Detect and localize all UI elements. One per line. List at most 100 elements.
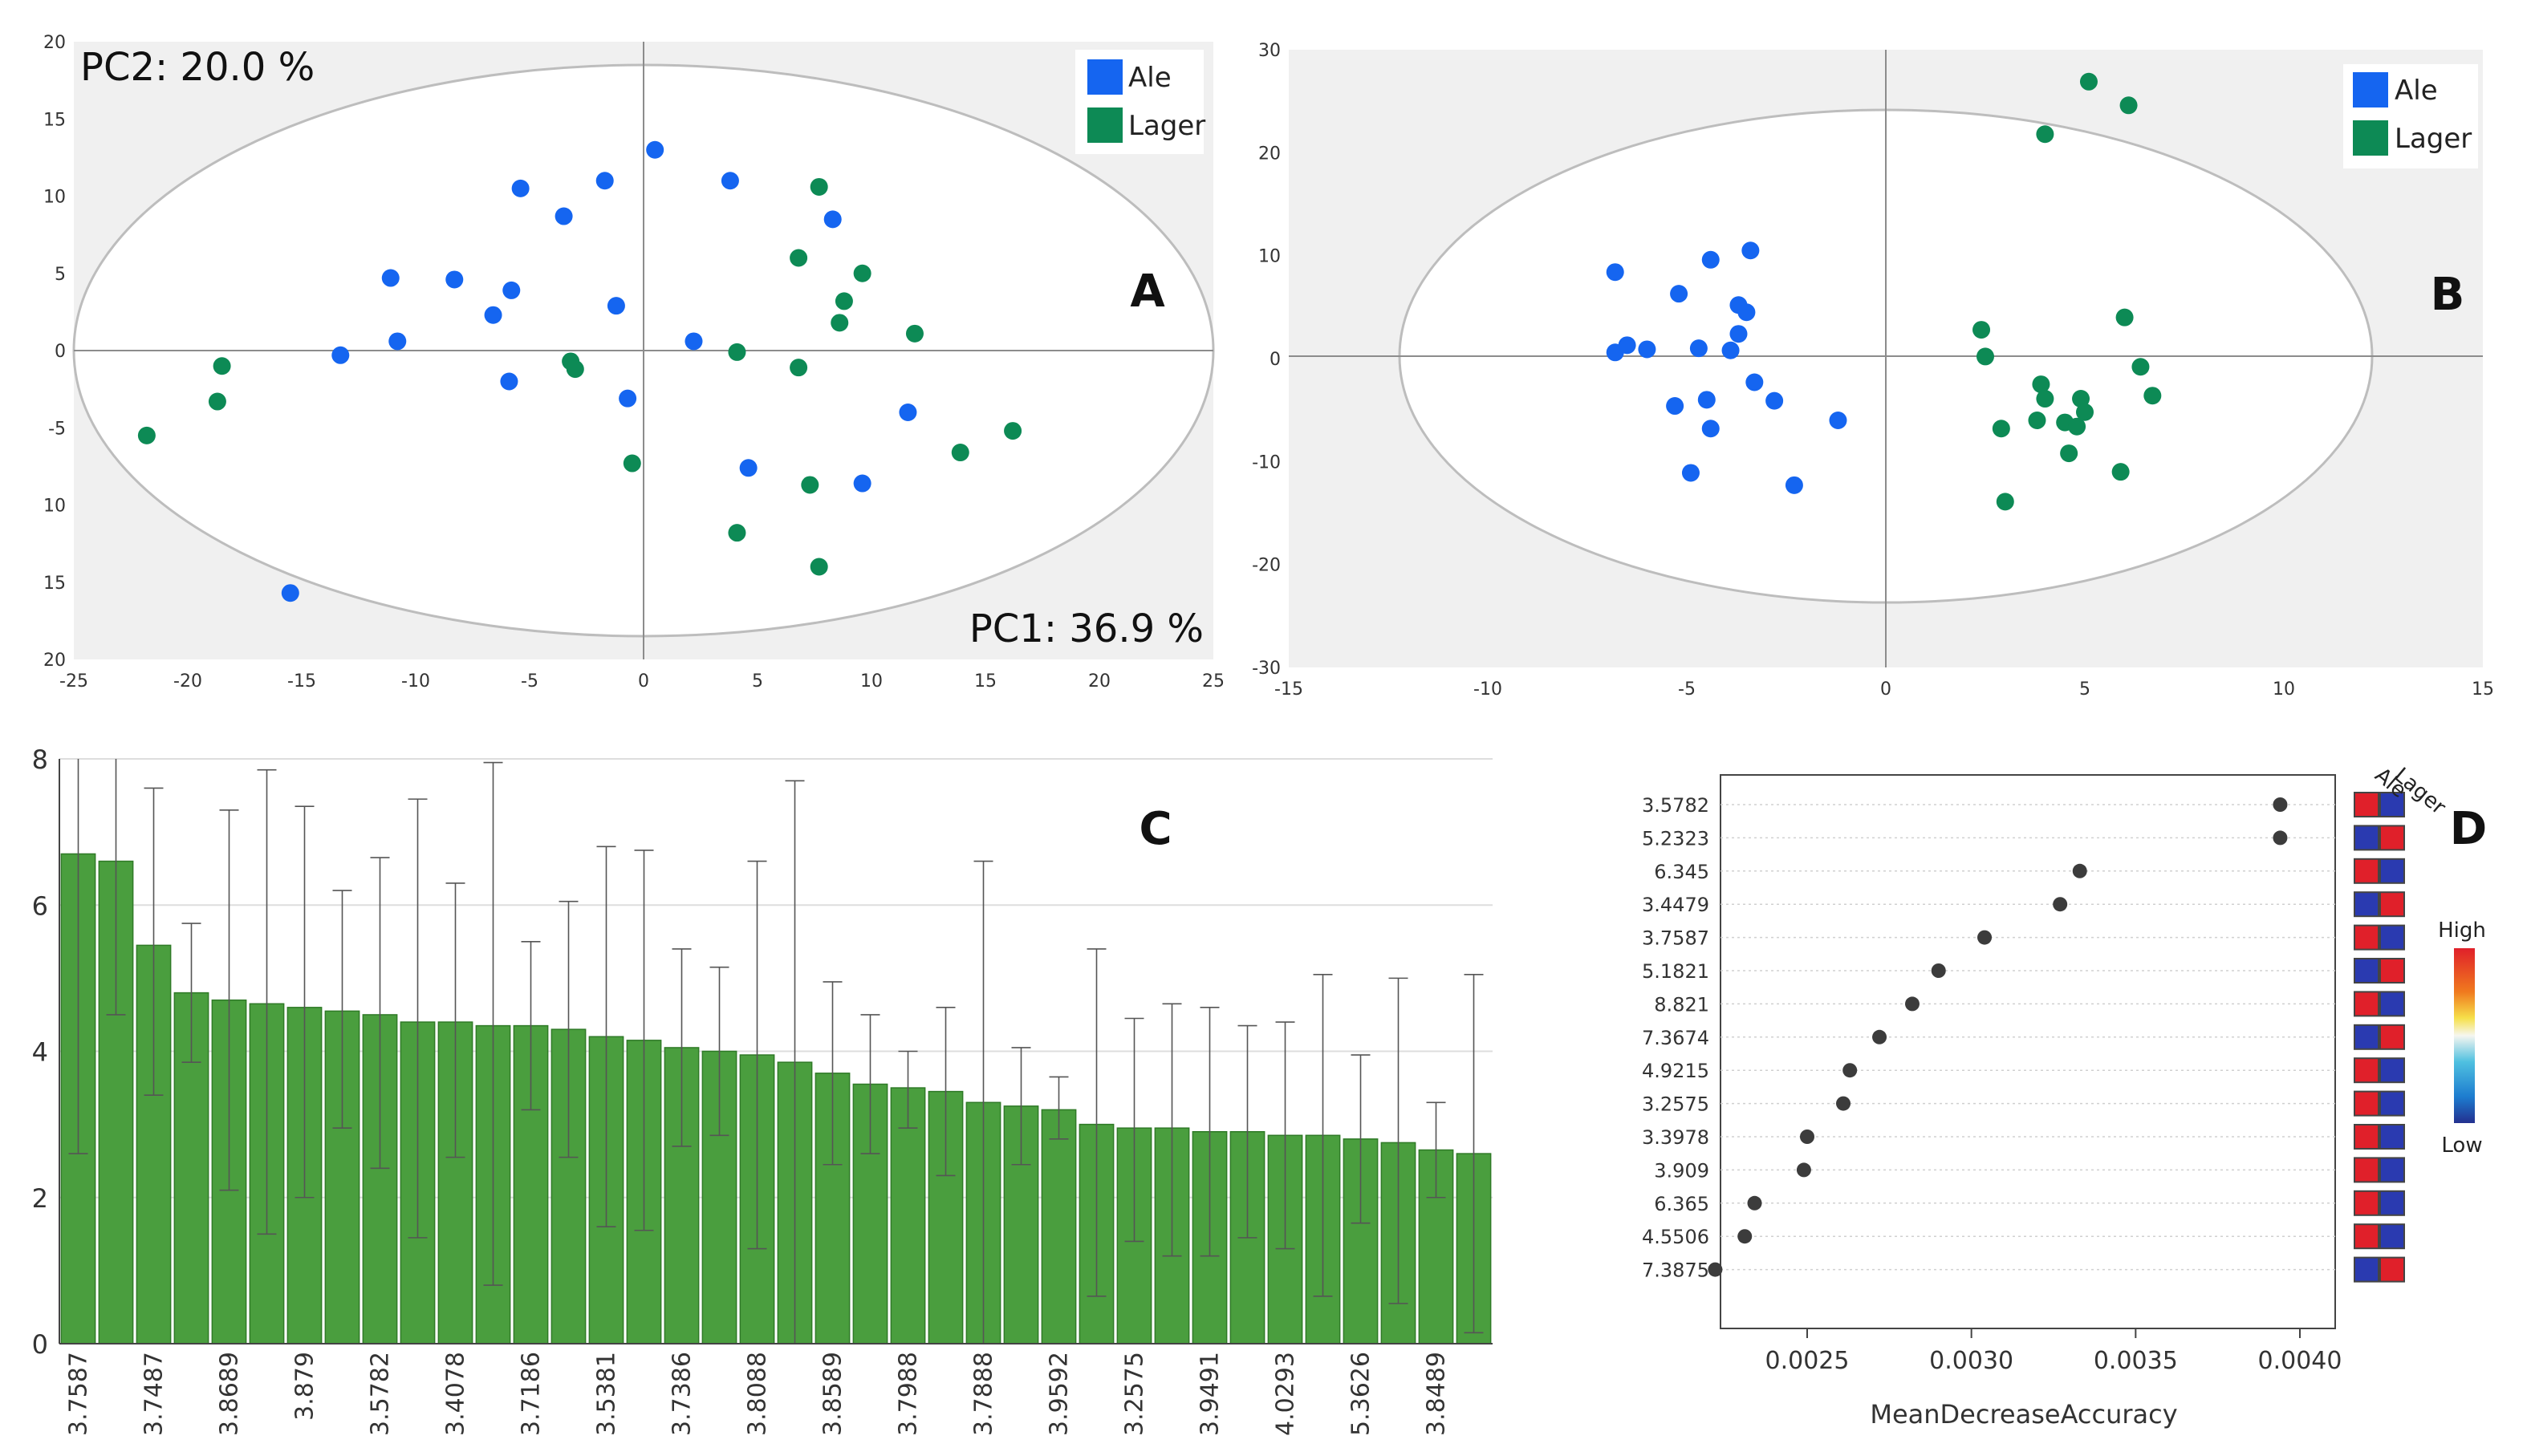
x-tick-label: -10 xyxy=(401,671,430,691)
heat-cell-ale xyxy=(2354,1057,2379,1084)
feature-label: 7.3875 xyxy=(1642,1259,1709,1282)
importance-point xyxy=(1796,1162,1811,1178)
y-tick-label: 0 xyxy=(1270,350,1281,370)
x-tick-label: 3.7888 xyxy=(970,1352,998,1436)
a-point-ale xyxy=(388,332,407,351)
a-point-ale xyxy=(502,281,521,299)
b-point-ale xyxy=(1741,241,1760,260)
a-point-lager xyxy=(728,524,746,542)
b-point-ale xyxy=(1785,476,1803,494)
x-tick-label: 3.5381 xyxy=(593,1352,621,1436)
a-point-ale xyxy=(739,459,758,477)
heat-cell-ale xyxy=(2354,991,2379,1017)
a-point-ale xyxy=(853,474,871,493)
y-tick-label: 6 xyxy=(32,890,48,921)
y-tick-label: 20 xyxy=(43,33,66,53)
panel-c-bar-chart: 0 2 4 6 8 3.7587 3.7487 3.8689 3.879 3.5782 3.407… xyxy=(32,744,1493,1436)
y-tick-label: 20 xyxy=(43,651,66,671)
heat-cell-lager xyxy=(2379,1157,2405,1183)
a-point-lager xyxy=(810,558,828,576)
x-tick-label: -15 xyxy=(1274,679,1303,700)
importance-point xyxy=(1977,930,1993,945)
a-point-lager xyxy=(801,476,819,494)
heat-cell-ale xyxy=(2354,1223,2379,1250)
x-tick-label: -15 xyxy=(287,671,316,691)
x-tick-label: 15 xyxy=(974,671,997,691)
a-point-lager xyxy=(853,264,871,282)
a-point-lager xyxy=(951,444,969,462)
panel-c-y-ticks: 0 2 4 6 8 xyxy=(32,744,48,1360)
b-point-ale xyxy=(1721,341,1740,359)
feature-label: 8.821 xyxy=(1654,993,1709,1016)
y-tick-label: 15 xyxy=(43,110,66,130)
b-point-lager xyxy=(2079,72,2098,91)
x-tick-label: 3.7186 xyxy=(518,1352,546,1436)
a-point-ale xyxy=(595,172,614,190)
feature-label: 3.4479 xyxy=(1642,894,1709,916)
y-tick-label: 15 xyxy=(43,574,66,594)
x-tick-label: 4.0293 xyxy=(1272,1352,1300,1436)
a-point-lager xyxy=(905,324,924,343)
x-tick-label: 3.9592 xyxy=(1046,1352,1074,1436)
y-tick-label: 20 xyxy=(1258,144,1281,164)
b-point-lager xyxy=(2060,444,2078,463)
heat-cell-ale xyxy=(2354,891,2379,918)
a-point-ale xyxy=(511,179,530,197)
b-point-lager xyxy=(2036,125,2054,144)
b-point-ale xyxy=(1701,250,1720,269)
x-tick-label: -10 xyxy=(1473,679,1502,700)
a-point-ale xyxy=(381,269,400,287)
a-point-ale xyxy=(721,172,739,190)
a-point-ale xyxy=(445,270,464,289)
b-point-lager xyxy=(1972,321,1991,339)
heat-cell-ale xyxy=(2354,924,2379,951)
x-tick-label: -5 xyxy=(1678,679,1696,700)
b-point-lager xyxy=(2111,463,2130,481)
importance-point xyxy=(2273,830,2288,846)
x-tick-label: 0.0035 xyxy=(2094,1347,2178,1375)
x-tick-label: 3.8589 xyxy=(819,1352,847,1436)
heat-cell-ale xyxy=(2354,1190,2379,1216)
panel-c-error-bars xyxy=(68,759,1484,1344)
panel-d-label: D xyxy=(2450,803,2487,855)
b-point-lager xyxy=(2119,96,2138,115)
panel-a-points xyxy=(137,140,1022,602)
heat-cell-lager xyxy=(2379,991,2405,1017)
panel-a-legend: Ale Lager xyxy=(1075,50,1205,154)
b-point-ale xyxy=(1765,391,1784,410)
x-tick-label: 5 xyxy=(2079,679,2090,700)
heat-cell-ale xyxy=(2354,1090,2379,1117)
x-tick-label: 15 xyxy=(2472,679,2494,700)
b-point-lager xyxy=(1996,493,2014,511)
x-tick-label: 3.8088 xyxy=(744,1352,772,1436)
panel-a-legend-lager-swatch xyxy=(1087,107,1123,143)
b-point-ale xyxy=(1745,373,1764,391)
heat-cell-lager xyxy=(2379,858,2405,884)
feature-label: 5.1821 xyxy=(1642,960,1709,983)
importance-point xyxy=(1747,1195,1762,1211)
bar xyxy=(890,1087,926,1344)
panel-b-legend-ale-swatch xyxy=(2353,72,2388,107)
b-point-ale xyxy=(1606,263,1624,282)
feature-label: 3.2575 xyxy=(1642,1093,1709,1116)
heat-cell-lager xyxy=(2379,825,2405,851)
y-tick-label: -20 xyxy=(1252,556,1281,576)
a-point-ale xyxy=(484,306,502,324)
panel-d-colorbar-high: High xyxy=(2438,919,2486,943)
heat-cell-lager xyxy=(2379,1057,2405,1084)
feature-label: 7.3674 xyxy=(1642,1027,1709,1049)
x-tick-label: 3.9491 xyxy=(1196,1352,1225,1436)
panel-d-importance-plot: 3.5782 5.2323 6.345 3.4479 3.7587 5.1821 8.821… xyxy=(1642,763,2487,1430)
b-point-ale xyxy=(1638,340,1656,359)
b-point-ale xyxy=(1689,339,1708,358)
panel-c-label: C xyxy=(1139,803,1172,855)
panel-a-label: A xyxy=(1130,266,1165,318)
a-point-ale xyxy=(823,210,842,229)
y-tick-label: -30 xyxy=(1252,659,1281,679)
a-point-lager xyxy=(213,357,231,375)
x-tick-label: 0 xyxy=(1880,679,1891,700)
heat-cell-ale xyxy=(2354,858,2379,884)
panel-a-x-ticks: -25 -20 -15 -10 -5 0 5 10 15 20 25 xyxy=(59,671,1225,691)
heat-cell-lager xyxy=(2379,1090,2405,1117)
